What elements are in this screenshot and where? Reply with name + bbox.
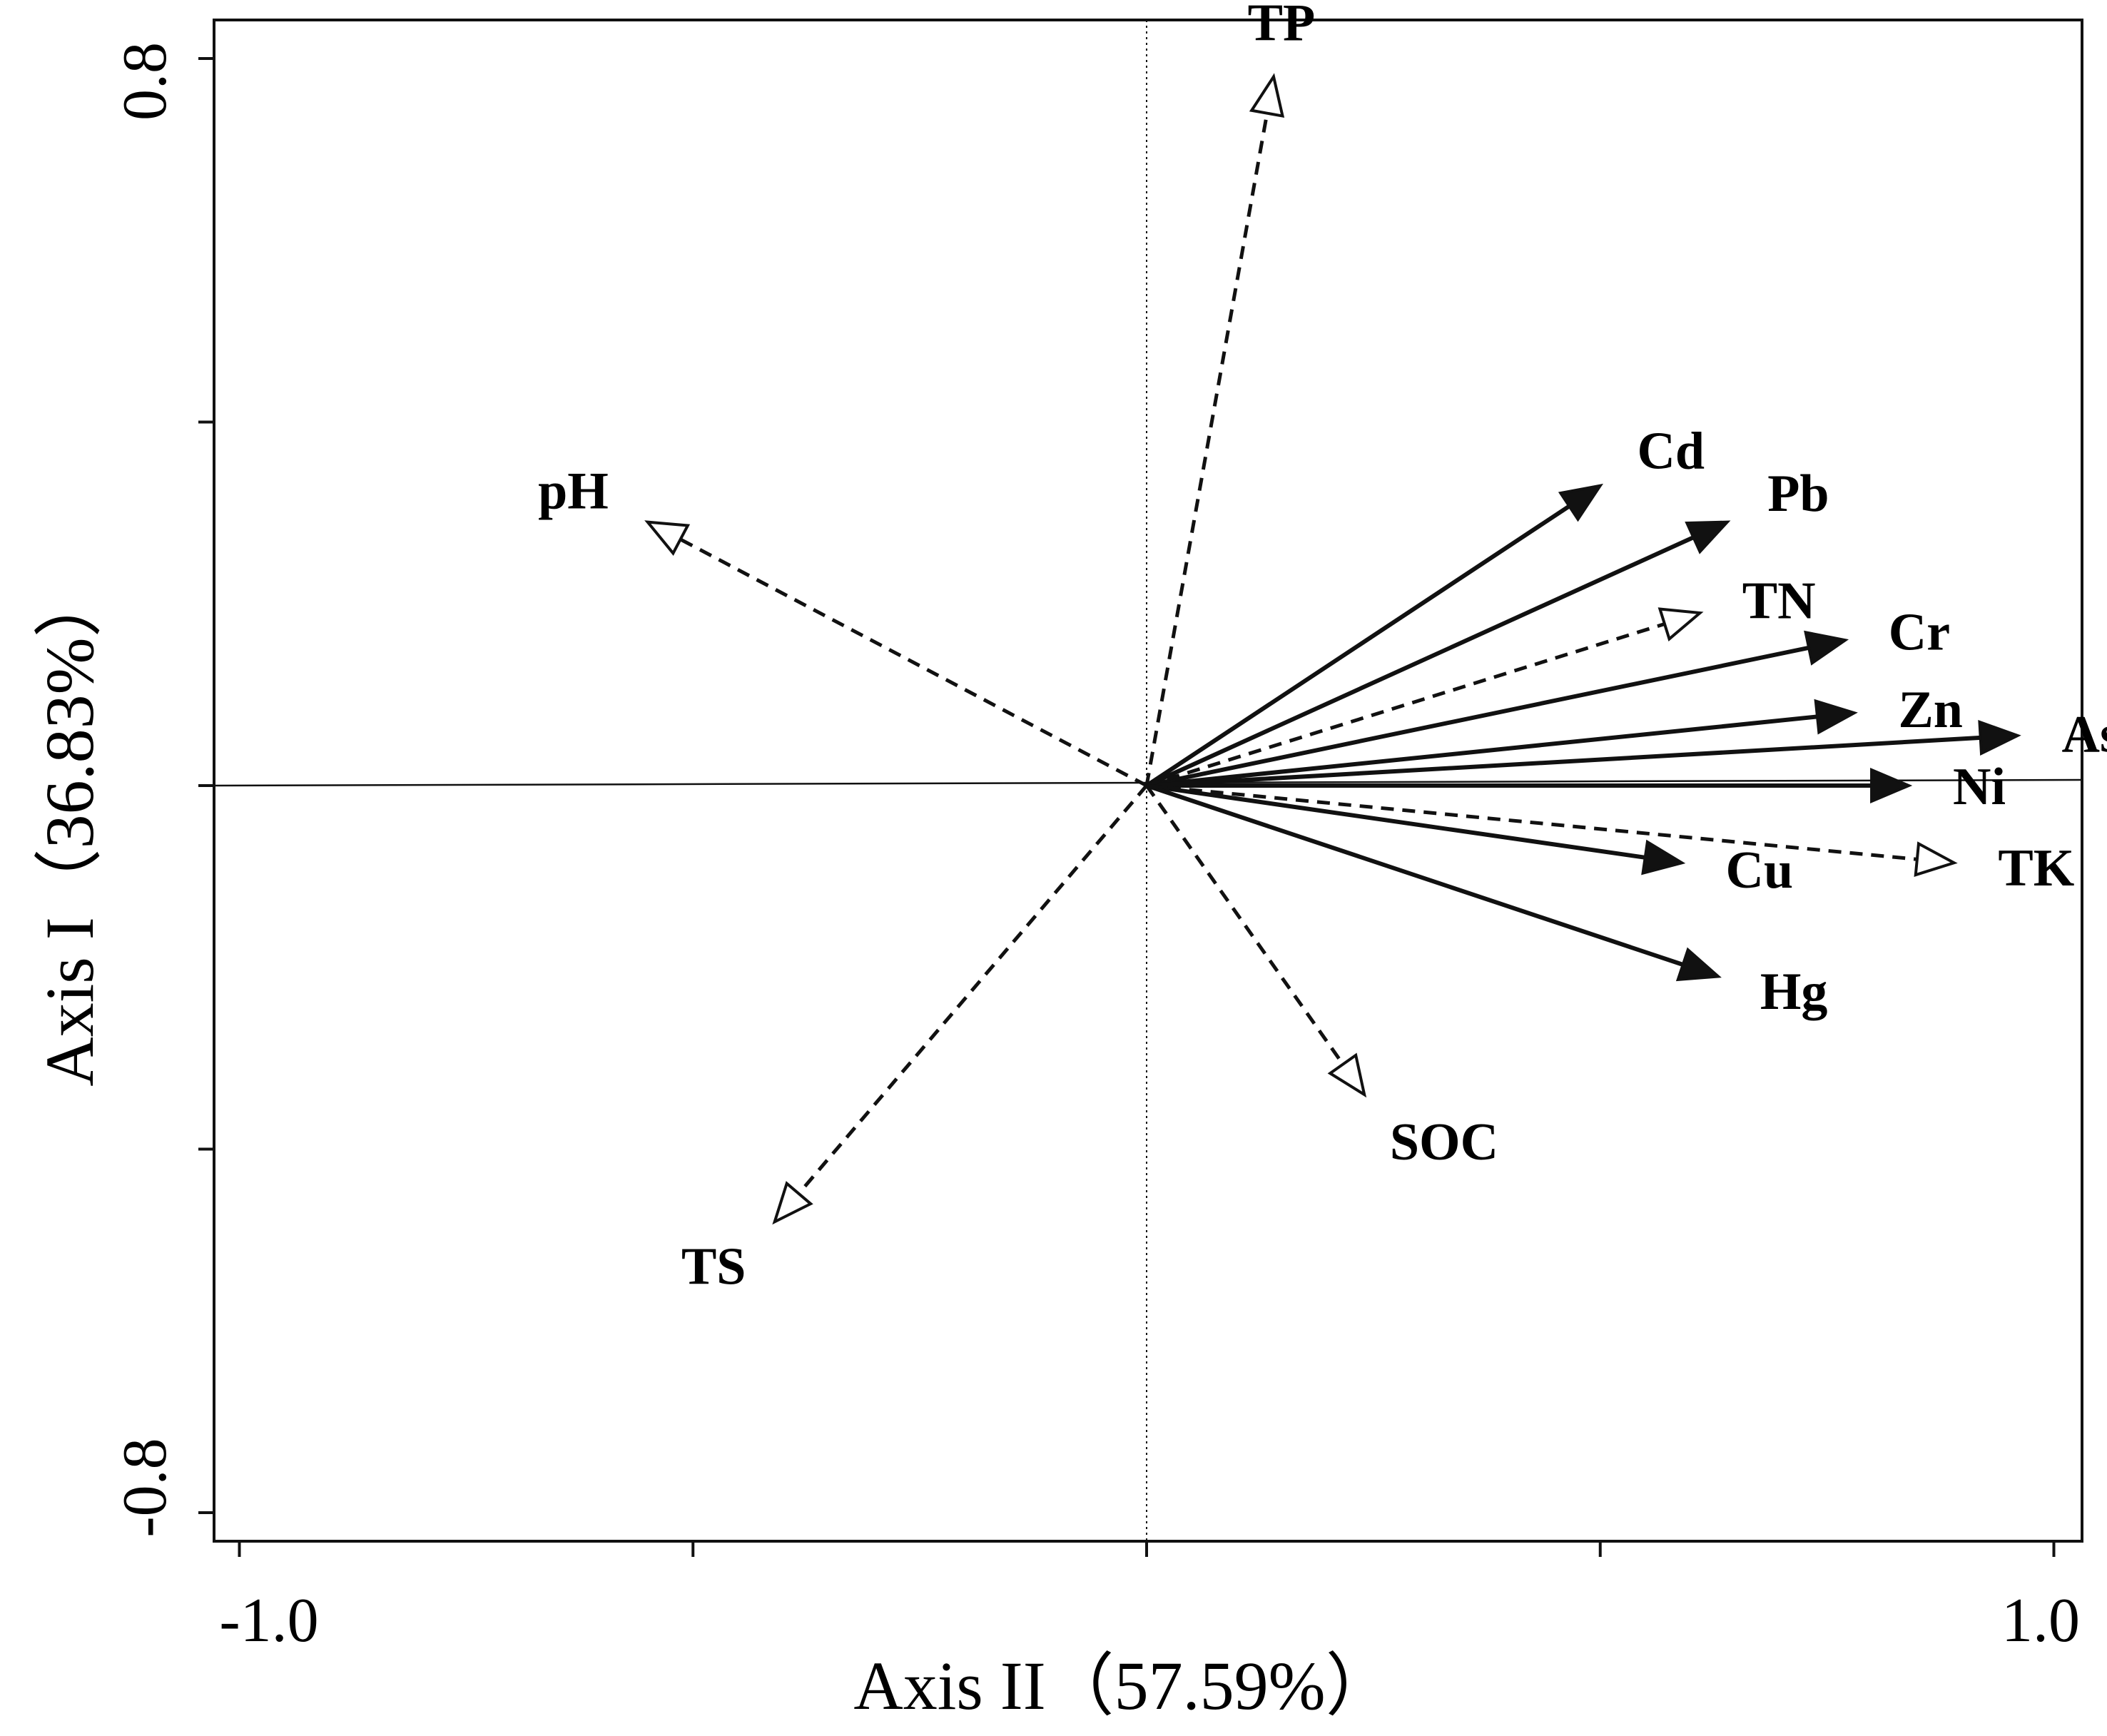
- vector-line-zn: [1146, 714, 1818, 788]
- vector-label-tn: TN: [1742, 572, 1816, 631]
- vector-line-cd: [1145, 504, 1571, 788]
- vector-arrowhead-soc: [1327, 1052, 1367, 1098]
- vector-arrowhead-pb: [1685, 520, 1731, 554]
- vector-arrowhead-tn: [1657, 607, 1704, 641]
- vector-line-cu: [1146, 783, 1646, 860]
- vector-label-cd: Cd: [1637, 422, 1705, 480]
- vector-label-ts: TS: [681, 1238, 746, 1296]
- vector-label-as: As: [2062, 705, 2107, 763]
- vector-line-ph: [679, 537, 1148, 788]
- y-tick-label-max: 0.8: [111, 42, 180, 121]
- vector-line-soc: [1144, 784, 1345, 1066]
- x-tick-label-max: 1.0: [2001, 1586, 2080, 1655]
- vector-arrowhead-cu: [1641, 839, 1686, 875]
- vector-line-tn: [1146, 622, 1665, 788]
- vector-line-pb: [1145, 535, 1695, 788]
- vector-label-hg: Hg: [1760, 963, 1828, 1021]
- vector-line-tp: [1144, 113, 1269, 786]
- vector-line-cr: [1146, 645, 1809, 788]
- vector-label-tk: TK: [1998, 839, 2074, 898]
- vector-label-zn: Zn: [1898, 681, 1963, 739]
- vector-arrowhead-cr: [1804, 630, 1849, 666]
- vector-label-ni: Ni: [1953, 758, 2006, 816]
- x-axis-title: Axis II（57.59%）: [853, 1648, 1393, 1724]
- vector-arrowhead-as: [1978, 720, 2021, 756]
- vector-line-hg: [1146, 783, 1684, 967]
- vector-label-pb: Pb: [1767, 465, 1829, 523]
- vector-label-ph: pH: [538, 462, 609, 521]
- vector-line-tk: [1146, 783, 1918, 861]
- vector-arrowhead-zn: [1814, 699, 1858, 735]
- vector-line-as: [1146, 735, 1981, 788]
- vector-line-ts: [797, 784, 1148, 1195]
- x-tick-label-min: -1.0: [219, 1586, 318, 1655]
- y-axis-title: Axis I（36.83%）: [31, 569, 108, 1086]
- vector-arrowhead-tp: [1249, 73, 1285, 118]
- vector-label-tp: TP: [1248, 0, 1316, 52]
- vector-arrowhead-ph: [644, 520, 691, 556]
- vector-arrowhead-cd: [1558, 483, 1604, 522]
- vector-arrowhead-tk: [1914, 841, 1958, 878]
- vector-label-cr: Cr: [1889, 604, 1950, 662]
- vector-label-cu: Cu: [1726, 841, 1794, 900]
- y-tick-label-min: -0.8: [111, 1438, 180, 1537]
- vector-arrowhead-hg: [1675, 947, 1722, 982]
- vector-arrowhead-ts: [772, 1181, 813, 1225]
- vector-label-soc: SOC: [1390, 1113, 1498, 1172]
- vector-arrowhead-ni: [1870, 767, 1913, 804]
